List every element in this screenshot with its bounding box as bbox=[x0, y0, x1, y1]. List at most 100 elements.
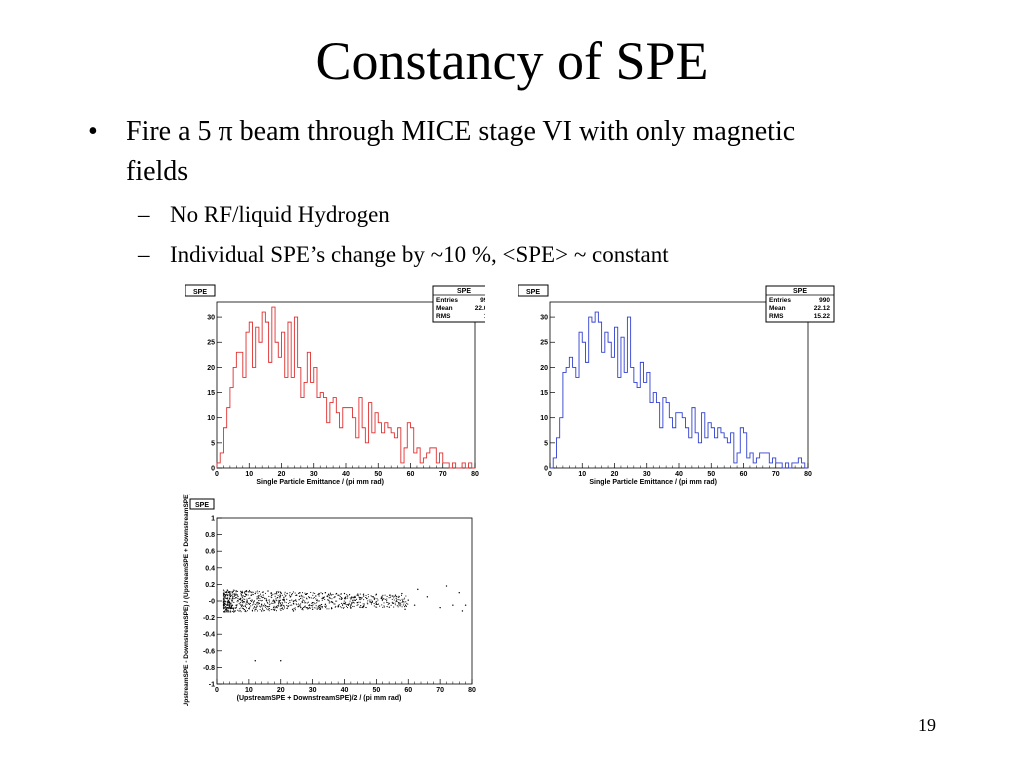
scatter-point bbox=[385, 601, 388, 603]
scatter-point bbox=[313, 602, 315, 604]
scatter-point bbox=[294, 600, 296, 602]
scatter-point bbox=[395, 596, 397, 598]
scatter-point bbox=[243, 596, 245, 598]
scatter-point bbox=[274, 600, 276, 602]
scatter-point bbox=[264, 592, 267, 594]
scatter-point bbox=[230, 593, 232, 595]
scatter-point bbox=[294, 609, 296, 611]
scatter-point bbox=[224, 604, 226, 607]
stats-title: SPE bbox=[457, 288, 471, 295]
scatter-point bbox=[257, 601, 259, 603]
scatter-point bbox=[312, 604, 314, 606]
scatter-point bbox=[241, 595, 243, 597]
scatter-point bbox=[404, 608, 406, 610]
scatter-point bbox=[289, 592, 291, 594]
scatter-point bbox=[317, 600, 319, 602]
scatter-point bbox=[230, 594, 232, 596]
scatter-point bbox=[228, 606, 230, 608]
y-tick-label: 0.2 bbox=[205, 582, 215, 589]
scatter-point bbox=[251, 599, 253, 601]
stats-box bbox=[765, 285, 835, 323]
scatter-point bbox=[284, 591, 286, 593]
y-tick-label: 25 bbox=[207, 340, 215, 347]
scatter-point bbox=[308, 596, 310, 598]
scatter-point bbox=[247, 594, 249, 596]
scatter-point bbox=[284, 601, 286, 603]
scatter-point bbox=[357, 601, 359, 604]
scatter-point bbox=[229, 595, 231, 597]
x-tick-label: 60 bbox=[404, 687, 412, 694]
scatter-point bbox=[361, 597, 363, 599]
scatter-point bbox=[291, 604, 293, 606]
x-tick-label: 30 bbox=[310, 471, 318, 478]
scatter-point bbox=[236, 604, 238, 606]
scatter-point bbox=[272, 602, 274, 604]
scatter-point bbox=[335, 605, 337, 607]
scatter-point bbox=[225, 609, 227, 611]
scatter-point bbox=[232, 594, 234, 596]
scatter-point bbox=[300, 594, 302, 596]
scatter-point bbox=[386, 599, 388, 601]
scatter-point bbox=[283, 607, 286, 609]
scatter-point bbox=[224, 591, 226, 593]
scatter-point bbox=[255, 606, 257, 608]
subbullet-marker: – bbox=[138, 242, 150, 267]
x-tick-label: 20 bbox=[277, 687, 285, 694]
scatter-point bbox=[398, 603, 400, 605]
y-tick-label: 0.8 bbox=[205, 532, 215, 539]
scatter-point bbox=[401, 598, 403, 600]
scatter-point bbox=[244, 610, 246, 612]
stats-title: SPE bbox=[793, 288, 807, 295]
scatter-point bbox=[265, 598, 267, 600]
scatter-point bbox=[281, 607, 283, 609]
scatter-point bbox=[249, 590, 251, 593]
scatter-point bbox=[338, 598, 340, 600]
scatter-point bbox=[226, 611, 228, 613]
scatter-point bbox=[268, 610, 270, 612]
scatter-point bbox=[226, 608, 228, 610]
scatter-point bbox=[237, 595, 239, 597]
scatter-point bbox=[372, 596, 374, 598]
scatter-point bbox=[279, 597, 281, 599]
scatter-point bbox=[254, 660, 256, 662]
scatter-point bbox=[241, 599, 243, 601]
scatter-point bbox=[361, 606, 363, 608]
scatter-point bbox=[228, 600, 230, 602]
y-tick-label: 10 bbox=[207, 415, 215, 422]
scatter-point bbox=[368, 599, 370, 601]
scatter-point bbox=[396, 599, 398, 601]
scatter-point bbox=[227, 606, 229, 609]
subbullet-text: No RF/liquid Hydrogen bbox=[170, 202, 390, 227]
scatter-point bbox=[232, 598, 234, 600]
scatter-point bbox=[383, 606, 385, 608]
scatter-point bbox=[400, 594, 403, 596]
scatter-point bbox=[287, 606, 289, 608]
scatter-point bbox=[298, 592, 300, 594]
stats-name: RMS bbox=[769, 313, 784, 320]
x-tick-label: 0 bbox=[548, 471, 552, 478]
scatter-point bbox=[238, 602, 240, 604]
scatter-point bbox=[231, 599, 233, 602]
title-box bbox=[185, 284, 216, 297]
scatter-point bbox=[388, 602, 390, 605]
scatter-point bbox=[394, 604, 396, 606]
scatter-point bbox=[401, 606, 403, 608]
scatter-point bbox=[239, 609, 241, 611]
scatter-point bbox=[243, 598, 245, 600]
scatter-point bbox=[225, 606, 227, 608]
scatter-point bbox=[304, 600, 306, 602]
scatter-point bbox=[225, 596, 227, 598]
scatter-point bbox=[258, 599, 260, 602]
scatter-point bbox=[370, 603, 373, 605]
scatter-point bbox=[222, 600, 224, 602]
scatter-point bbox=[394, 602, 396, 604]
scatter-point bbox=[382, 598, 384, 601]
scatter-point bbox=[254, 603, 256, 605]
scatter-point bbox=[269, 603, 271, 605]
scatter-point bbox=[257, 603, 259, 605]
scatter-point bbox=[225, 609, 227, 611]
scatter-point bbox=[337, 594, 339, 596]
scatter-point bbox=[346, 604, 348, 606]
scatter-point bbox=[259, 608, 261, 611]
scatter-point bbox=[301, 608, 303, 610]
